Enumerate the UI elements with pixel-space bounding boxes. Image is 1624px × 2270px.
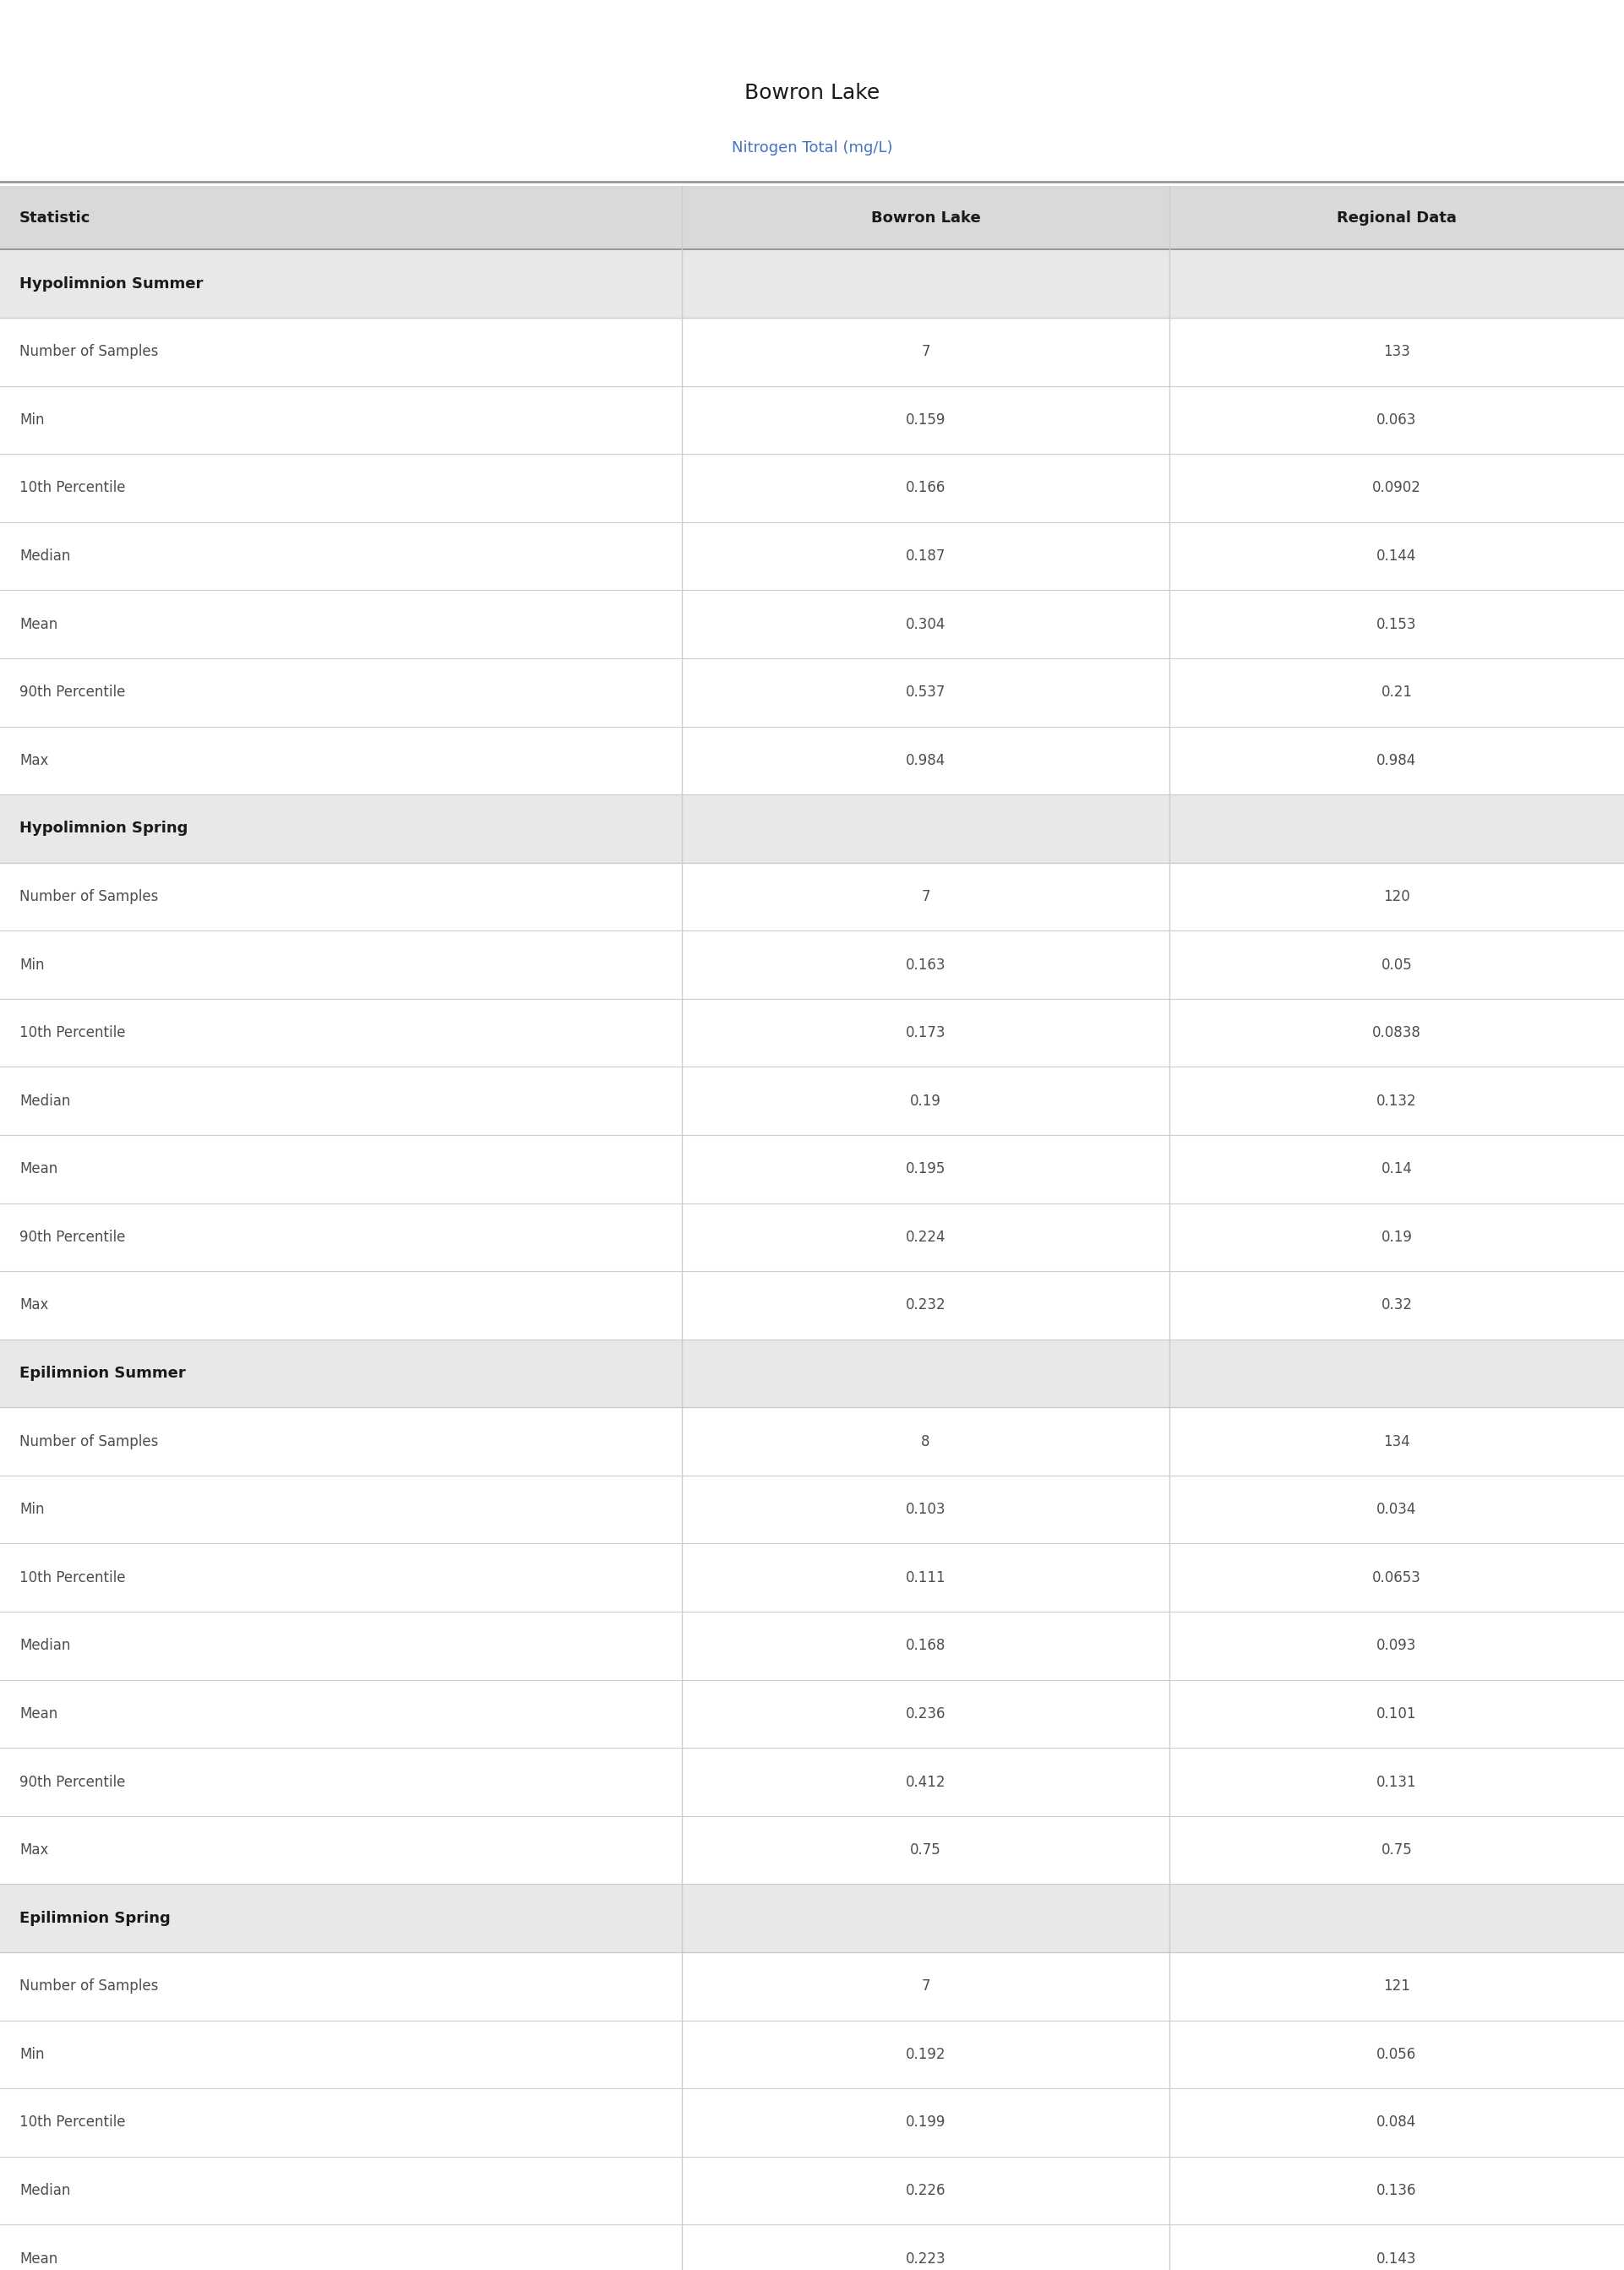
Text: 0.537: 0.537	[906, 686, 945, 699]
Text: 0.101: 0.101	[1377, 1707, 1416, 1721]
Text: Number of Samples: Number of Samples	[19, 1979, 159, 1993]
FancyBboxPatch shape	[0, 1339, 1624, 1407]
Text: 0.75: 0.75	[909, 1843, 942, 1857]
Text: 0.14: 0.14	[1380, 1162, 1413, 1176]
Text: Statistic: Statistic	[19, 211, 91, 225]
Text: Median: Median	[19, 1094, 70, 1108]
Text: Mean: Mean	[19, 1707, 58, 1721]
Text: Nitrogen Total (mg/L): Nitrogen Total (mg/L)	[731, 141, 893, 154]
Text: Mean: Mean	[19, 2252, 58, 2265]
Text: 7: 7	[921, 1979, 931, 1993]
Text: 0.187: 0.187	[906, 549, 945, 563]
Text: Hypolimnion Summer: Hypolimnion Summer	[19, 277, 203, 291]
Text: Median: Median	[19, 1639, 70, 1653]
Text: 8: 8	[921, 1435, 931, 1448]
Text: 90th Percentile: 90th Percentile	[19, 1230, 125, 1244]
Text: 0.232: 0.232	[906, 1298, 945, 1312]
Text: 0.21: 0.21	[1380, 686, 1413, 699]
FancyBboxPatch shape	[0, 1884, 1624, 1952]
Text: 133: 133	[1384, 345, 1410, 359]
Text: 0.32: 0.32	[1380, 1298, 1413, 1312]
Text: 0.984: 0.984	[906, 754, 945, 767]
Text: 121: 121	[1384, 1979, 1410, 1993]
FancyBboxPatch shape	[0, 250, 1624, 318]
Text: 90th Percentile: 90th Percentile	[19, 686, 125, 699]
Text: 0.0838: 0.0838	[1372, 1026, 1421, 1040]
FancyBboxPatch shape	[0, 794, 1624, 863]
Text: Min: Min	[19, 413, 44, 427]
Text: 0.153: 0.153	[1377, 617, 1416, 631]
Text: 134: 134	[1384, 1435, 1410, 1448]
Text: 0.063: 0.063	[1377, 413, 1416, 427]
Text: 10th Percentile: 10th Percentile	[19, 2116, 125, 2129]
Text: 0.199: 0.199	[906, 2116, 945, 2129]
Text: Median: Median	[19, 2184, 70, 2197]
Text: Max: Max	[19, 1843, 49, 1857]
Text: Bowron Lake: Bowron Lake	[870, 211, 981, 225]
Text: Regional Data: Regional Data	[1337, 211, 1457, 225]
Text: 10th Percentile: 10th Percentile	[19, 481, 125, 495]
Text: Bowron Lake: Bowron Lake	[744, 84, 880, 102]
Text: 0.19: 0.19	[1380, 1230, 1413, 1244]
Text: 0.034: 0.034	[1377, 1503, 1416, 1516]
Text: Number of Samples: Number of Samples	[19, 1435, 159, 1448]
Text: Median: Median	[19, 549, 70, 563]
Text: Mean: Mean	[19, 617, 58, 631]
Text: 0.163: 0.163	[906, 958, 945, 972]
Text: 0.412: 0.412	[906, 1775, 945, 1789]
Text: 10th Percentile: 10th Percentile	[19, 1571, 125, 1584]
Text: 0.093: 0.093	[1377, 1639, 1416, 1653]
Text: 0.111: 0.111	[906, 1571, 945, 1584]
Text: Number of Samples: Number of Samples	[19, 345, 159, 359]
Text: 0.223: 0.223	[906, 2252, 945, 2265]
Text: 7: 7	[921, 890, 931, 903]
Text: Mean: Mean	[19, 1162, 58, 1176]
Text: 0.056: 0.056	[1377, 2048, 1416, 2061]
Text: 0.0902: 0.0902	[1372, 481, 1421, 495]
Text: 0.236: 0.236	[906, 1707, 945, 1721]
Text: 0.166: 0.166	[906, 481, 945, 495]
Text: 0.103: 0.103	[906, 1503, 945, 1516]
Text: 120: 120	[1384, 890, 1410, 903]
Text: Epilimnion Summer: Epilimnion Summer	[19, 1367, 185, 1380]
Text: 0.304: 0.304	[906, 617, 945, 631]
Text: 0.159: 0.159	[906, 413, 945, 427]
Text: 0.144: 0.144	[1377, 549, 1416, 563]
FancyBboxPatch shape	[0, 186, 1624, 250]
Text: Min: Min	[19, 2048, 44, 2061]
Text: 0.173: 0.173	[906, 1026, 945, 1040]
Text: 0.132: 0.132	[1377, 1094, 1416, 1108]
Text: Hypolimnion Spring: Hypolimnion Spring	[19, 822, 188, 835]
Text: 0.984: 0.984	[1377, 754, 1416, 767]
Text: Max: Max	[19, 754, 49, 767]
Text: Number of Samples: Number of Samples	[19, 890, 159, 903]
Text: 0.192: 0.192	[906, 2048, 945, 2061]
Text: 7: 7	[921, 345, 931, 359]
Text: 0.195: 0.195	[906, 1162, 945, 1176]
Text: 0.084: 0.084	[1377, 2116, 1416, 2129]
Text: 0.05: 0.05	[1380, 958, 1413, 972]
Text: 0.136: 0.136	[1377, 2184, 1416, 2197]
Text: Epilimnion Spring: Epilimnion Spring	[19, 1911, 171, 1925]
Text: 0.75: 0.75	[1380, 1843, 1413, 1857]
Text: 90th Percentile: 90th Percentile	[19, 1775, 125, 1789]
Text: 0.19: 0.19	[909, 1094, 942, 1108]
Text: 0.226: 0.226	[906, 2184, 945, 2197]
Text: Min: Min	[19, 1503, 44, 1516]
Text: 0.168: 0.168	[906, 1639, 945, 1653]
Text: 0.143: 0.143	[1377, 2252, 1416, 2265]
Text: 10th Percentile: 10th Percentile	[19, 1026, 125, 1040]
Text: 0.0653: 0.0653	[1372, 1571, 1421, 1584]
Text: 0.224: 0.224	[906, 1230, 945, 1244]
Text: 0.131: 0.131	[1377, 1775, 1416, 1789]
Text: Min: Min	[19, 958, 44, 972]
Text: Max: Max	[19, 1298, 49, 1312]
